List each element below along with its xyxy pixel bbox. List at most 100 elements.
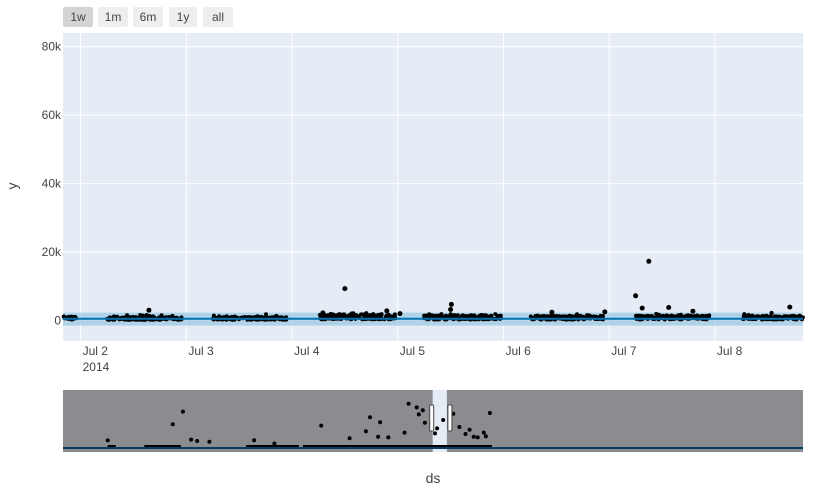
range-slider-point: [414, 405, 419, 410]
data-point: [496, 314, 501, 318]
data-point: [768, 314, 773, 319]
data-point: [448, 301, 454, 307]
data-point: [444, 314, 449, 319]
data-point: [62, 314, 67, 319]
y-tick-label: 40k: [42, 177, 62, 191]
data-point: [787, 304, 793, 310]
data-point: [690, 308, 696, 314]
data-point: [264, 312, 268, 317]
data-point: [646, 314, 651, 319]
data-point: [493, 312, 498, 317]
x-tick-label: Jul 2: [83, 344, 109, 358]
data-point: [792, 314, 796, 319]
data-point: [384, 313, 389, 318]
range-button-1y[interactable]: 1y: [169, 7, 197, 27]
range-button-label: 1y: [177, 10, 190, 24]
range-slider-point: [422, 420, 427, 425]
range-slider-point: [180, 409, 185, 414]
data-point: [666, 305, 672, 310]
range-slider-point: [368, 415, 372, 420]
x-axis-title: ds: [426, 470, 441, 486]
range-slider-point: [481, 430, 486, 435]
range-slider-point: [435, 426, 440, 431]
range-slider-point: [487, 411, 492, 415]
x-tick-label: Jul 4: [294, 344, 320, 358]
data-point: [484, 313, 488, 318]
range-slider-point: [475, 435, 480, 440]
data-point: [328, 311, 333, 316]
data-point: [639, 305, 645, 311]
range-selector: 1w 1m 6m 1y all: [63, 7, 233, 27]
range-button-1m[interactable]: 1m: [98, 7, 128, 27]
range-slider-point: [105, 438, 110, 443]
data-point: [479, 313, 484, 317]
range-slider-point: [483, 434, 488, 439]
data-point: [764, 314, 769, 318]
data-point: [699, 314, 704, 319]
data-point: [437, 314, 442, 319]
range-slider-window[interactable]: [432, 390, 447, 452]
range-slider-point: [363, 429, 368, 434]
data-point: [472, 313, 477, 318]
range-slider-point: [406, 401, 411, 406]
range-slider-point: [467, 427, 472, 432]
data-point: [782, 314, 787, 319]
range-slider-point: [433, 431, 437, 436]
y-tick-label: 60k: [42, 108, 62, 122]
plot-background: [63, 33, 803, 341]
range-slider-point: [189, 437, 194, 442]
data-point: [646, 258, 652, 264]
data-point: [342, 286, 348, 292]
range-slider-point: [441, 418, 446, 422]
x-tick-label: Jul 3: [188, 344, 214, 358]
data-point: [561, 314, 566, 319]
range-slider-point: [319, 423, 324, 428]
data-point: [384, 308, 390, 314]
range-button-6m[interactable]: 6m: [133, 7, 163, 27]
x-tick-label: Jul 8: [717, 344, 743, 358]
range-slider-left-handle[interactable]: [429, 404, 435, 432]
data-point: [567, 313, 572, 318]
data-point: [448, 314, 453, 319]
x-tick-label: Jul 7: [611, 344, 637, 358]
main-plot[interactable]: [61, 33, 805, 341]
data-point: [453, 313, 458, 318]
data-point: [535, 313, 540, 318]
data-point: [425, 313, 430, 318]
data-point: [350, 313, 355, 318]
data-point: [356, 314, 361, 319]
range-button-label: all: [212, 10, 224, 24]
y-axis: 0 20k 40k 60k 80k: [42, 40, 62, 328]
data-point: [371, 312, 376, 317]
range-button-1w[interactable]: 1w: [63, 7, 93, 27]
data-point: [340, 313, 344, 318]
range-slider-point: [195, 439, 200, 443]
data-point: [362, 312, 367, 317]
y-tick-label: 20k: [42, 245, 62, 259]
y-axis-title: y: [4, 183, 20, 190]
data-point: [431, 313, 436, 318]
data-point: [706, 314, 710, 319]
data-point: [634, 313, 639, 318]
data-point: [146, 307, 152, 313]
range-button-label: 1m: [105, 10, 122, 24]
x-tick-label: Jul 5: [400, 344, 426, 358]
range-slider-point: [378, 420, 383, 425]
range-slider-point: [416, 412, 421, 417]
data-point: [633, 293, 639, 299]
range-slider-point: [272, 441, 277, 446]
data-point: [549, 309, 555, 315]
range-slider[interactable]: [63, 390, 803, 452]
range-button-all[interactable]: all: [203, 7, 233, 27]
x-tick-sublabel: 2014: [83, 360, 110, 374]
range-slider-right-handle[interactable]: [447, 404, 453, 432]
range-slider-point: [207, 439, 212, 444]
data-point: [343, 314, 348, 319]
range-slider-point: [471, 434, 476, 439]
range-slider-point: [252, 438, 257, 443]
y-tick-label: 80k: [42, 40, 62, 54]
data-point: [69, 314, 74, 319]
range-slider-point: [170, 422, 175, 427]
data-point: [686, 314, 691, 319]
